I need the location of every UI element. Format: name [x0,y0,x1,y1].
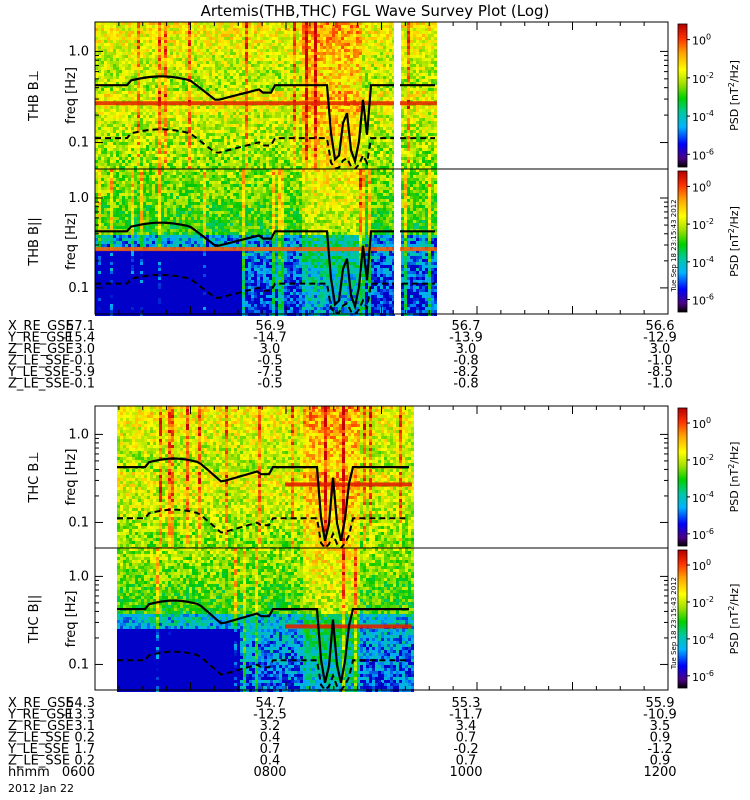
colorbar-4: 100 10-2 10-4 10-6 PSD [nT2/Hz] Tue Sep 18 23… [670,550,741,688]
y-tick-label: 1.0 [68,44,89,59]
chart-title: Artemis(THB,THC) FGL Wave Survey Plot (L… [201,2,550,20]
y-tick-label: 0.1 [68,515,89,530]
colorbar-tick-label: 10-2 [692,595,714,610]
colorbar-label: PSD [nT2/Hz] [727,60,741,131]
colorbar-tick-label: 10-6 [692,669,714,684]
ephemeris-value: 1000 [449,765,482,780]
panel-4: 1.0 0.1 freq [Hz] THC B|| [27,548,668,692]
ephemeris-value: 0600 [62,765,95,780]
colorbar-tick-label: 10-4 [692,255,714,270]
y-tick-label: 1.0 [68,427,89,442]
colorbar-tick-label: 100 [692,416,711,431]
colorbar-tick-label: 10-6 [692,293,714,308]
colorbar-tick-label: 10-4 [692,632,714,647]
colorbar-tick-label: 100 [692,33,711,48]
colorbar-label: PSD [nT2/Hz] [727,584,741,655]
colorbar-tick-label: 10-2 [692,217,714,232]
colorbar-label: PSD [nT2/Hz] [727,206,741,277]
y-axis-label: freq [Hz] [64,591,79,648]
colorbar-tick-label: 10-4 [692,109,714,124]
colorbar-2: 100 10-2 10-4 10-6 PSD [nT2/Hz] Tue Sep 18 23… [670,171,741,312]
ephemeris-value: 0800 [253,765,286,780]
colorbar-tick-label: 10-6 [692,527,714,542]
y-axis-label: freq [Hz] [64,213,79,270]
y-tick-label: 1.0 [68,569,89,584]
panel-label: THC B|| [27,595,42,645]
panel-label: THB B⊥ [27,70,42,122]
colorbar-tick-label: 100 [692,558,711,573]
timestamp-stamp: Tue Sep 18 23:15:43 2012 [670,199,678,292]
panel-2: 1.0 0.1 freq [Hz] THB B|| [27,169,668,316]
colorbar-tick-label: 10-2 [692,453,714,468]
panel-label: THB B|| [27,217,42,266]
ephemeris-value: 1200 [643,765,676,780]
y-tick-label: 0.1 [68,281,89,296]
colorbar-1: 100 10-2 10-4 10-6 PSD [nT2/Hz] [678,24,741,167]
timestamp-stamp: Tue Sep 18 23:15:43 2012 [670,577,678,670]
y-axis-label: freq [Hz] [64,449,79,506]
date-label: 2012 Jan 22 [8,782,74,795]
ephemeris-row-name: hhmm [8,765,50,780]
colorbar-tick-label: 10-6 [692,147,714,162]
ephemeris-value: -0.1 [70,377,95,392]
ephemeris-value: -1.0 [647,377,672,392]
ephemeris-value: -0.8 [453,377,478,392]
y-axis-label: freq [Hz] [64,67,79,124]
y-tick-label: 0.1 [68,657,89,672]
ephemeris-row-name: Z_LE_SSE [8,377,70,392]
spectrogram-panels: 1.0 0.1 freq [Hz] THB B⊥ 1.0 0.1 freq [Hz] THB … [27,22,668,692]
colorbar-label: PSD [nT2/Hz] [727,442,741,513]
panel-3: 1.0 0.1 freq [Hz] THC B⊥ [27,406,668,550]
y-tick-label: 1.0 [68,191,89,206]
panel-label: THC B⊥ [27,451,42,503]
ephemeris-value: -0.5 [257,377,282,392]
colorbar-3: 100 10-2 10-4 10-6 PSD [nT2/Hz] [678,408,741,546]
y-tick-label: 0.1 [68,136,89,151]
colorbar-tick-label: 100 [692,179,711,194]
colorbar-tick-label: 10-2 [692,71,714,86]
panel-1: 1.0 0.1 freq [Hz] THB B⊥ [27,22,668,169]
colorbar-tick-label: 10-4 [692,490,714,505]
